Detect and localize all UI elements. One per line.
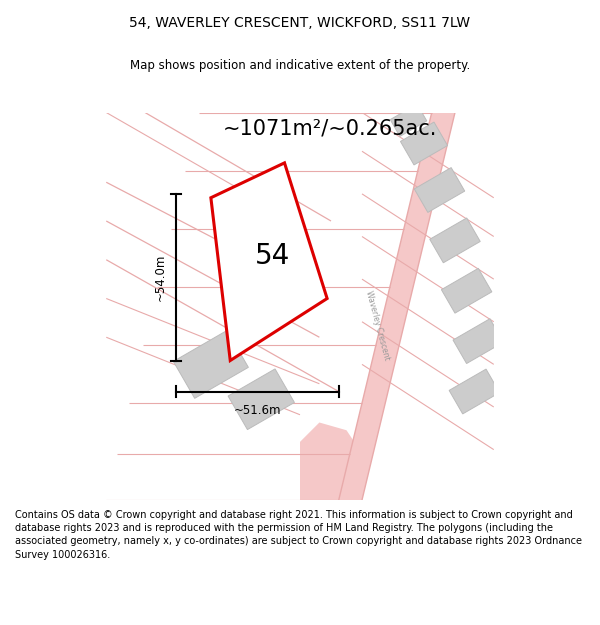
Polygon shape bbox=[400, 122, 448, 165]
Polygon shape bbox=[173, 331, 248, 398]
Text: ~1071m²/~0.265ac.: ~1071m²/~0.265ac. bbox=[223, 118, 437, 138]
Text: Contains OS data © Crown copyright and database right 2021. This information is : Contains OS data © Crown copyright and d… bbox=[15, 510, 582, 559]
Polygon shape bbox=[449, 369, 500, 414]
Polygon shape bbox=[442, 268, 492, 313]
Polygon shape bbox=[228, 369, 295, 429]
Text: ~54.0m: ~54.0m bbox=[154, 254, 167, 301]
Polygon shape bbox=[430, 218, 480, 262]
Text: ~51.6m: ~51.6m bbox=[233, 404, 281, 418]
Polygon shape bbox=[390, 104, 427, 136]
Polygon shape bbox=[211, 163, 327, 361]
Text: 54: 54 bbox=[255, 242, 290, 270]
Polygon shape bbox=[339, 112, 455, 500]
Text: 54, WAVERLEY CRESCENT, WICKFORD, SS11 7LW: 54, WAVERLEY CRESCENT, WICKFORD, SS11 7L… bbox=[130, 16, 470, 31]
Polygon shape bbox=[453, 319, 503, 364]
Text: Map shows position and indicative extent of the property.: Map shows position and indicative extent… bbox=[130, 59, 470, 72]
Polygon shape bbox=[414, 168, 465, 212]
Text: Waverley Crescent: Waverley Crescent bbox=[364, 290, 391, 361]
Polygon shape bbox=[300, 422, 362, 500]
